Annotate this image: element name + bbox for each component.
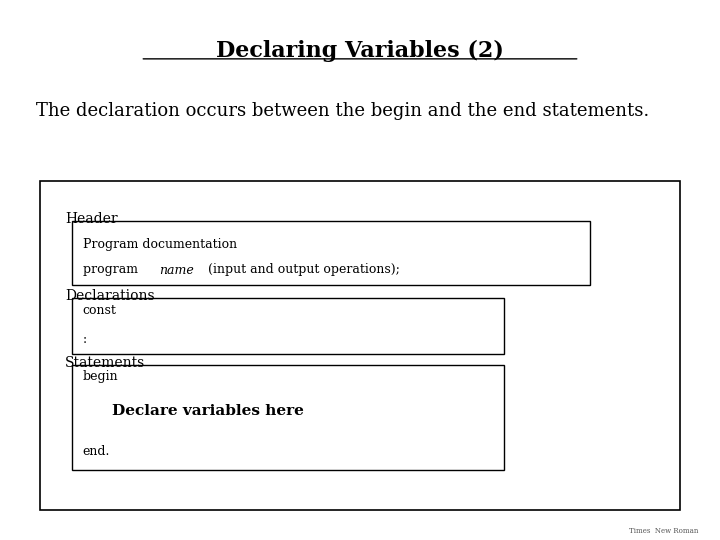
Text: Declaring Variables (2): Declaring Variables (2) bbox=[216, 40, 504, 62]
Text: begin: begin bbox=[83, 370, 118, 383]
Text: Declare variables here: Declare variables here bbox=[112, 404, 303, 418]
Text: const: const bbox=[83, 304, 117, 317]
Text: :: : bbox=[83, 333, 87, 346]
Text: Program documentation: Program documentation bbox=[83, 238, 237, 251]
Text: Header: Header bbox=[65, 212, 117, 226]
Text: Declarations: Declarations bbox=[65, 289, 154, 303]
Text: (input and output operations);: (input and output operations); bbox=[204, 264, 400, 276]
Text: name: name bbox=[159, 264, 194, 276]
Text: Times  New Roman: Times New Roman bbox=[629, 526, 698, 535]
Bar bbox=[72, 365, 504, 470]
Bar bbox=[40, 181, 680, 510]
Bar bbox=[72, 221, 590, 285]
Text: end.: end. bbox=[83, 446, 110, 458]
Text: The declaration occurs between the begin and the end statements.: The declaration occurs between the begin… bbox=[36, 102, 649, 120]
Text: program: program bbox=[83, 264, 142, 276]
Bar bbox=[72, 298, 504, 354]
Text: Statements: Statements bbox=[65, 356, 145, 370]
